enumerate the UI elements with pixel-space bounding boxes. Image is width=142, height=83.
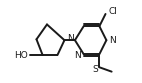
- Text: S: S: [92, 65, 98, 74]
- Text: N: N: [67, 34, 74, 43]
- Text: N: N: [109, 36, 116, 45]
- Text: Cl: Cl: [108, 7, 117, 16]
- Text: N: N: [74, 51, 81, 60]
- Text: HO: HO: [14, 51, 28, 60]
